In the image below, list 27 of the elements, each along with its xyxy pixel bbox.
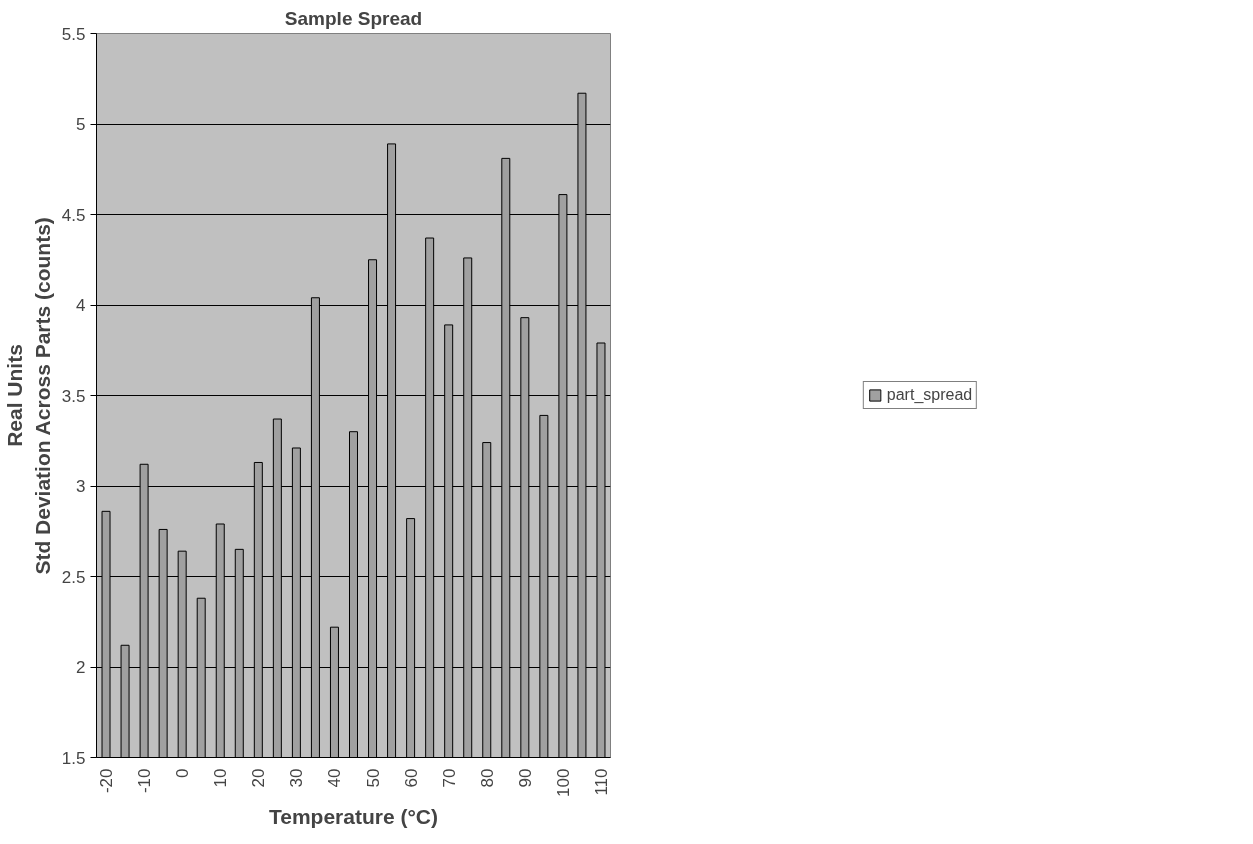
y-tick-label: 3.5 xyxy=(61,386,86,406)
x-axis-title: Temperature (°C) xyxy=(268,804,439,828)
y-tick-label: 4 xyxy=(76,296,86,315)
y-tick-label: 3 xyxy=(76,477,86,496)
chart-title: Sample Spread xyxy=(284,7,423,29)
x-tick-label: 40 xyxy=(325,768,345,788)
x-tick-label: 20 xyxy=(249,768,269,788)
x-tick-label: 70 xyxy=(439,768,459,788)
y-tick-label: 5 xyxy=(76,115,86,134)
y-tick-label: 5.5 xyxy=(61,24,86,44)
y-tick-label: 1.5 xyxy=(61,748,86,768)
y-tick-label: 2.5 xyxy=(61,567,86,587)
x-tick-label: 30 xyxy=(287,768,307,788)
x-tick-label: -20 xyxy=(97,768,117,794)
x-tick-label: 80 xyxy=(477,768,497,788)
x-tick-label: 100 xyxy=(553,768,573,797)
x-tick-label: 90 xyxy=(515,768,535,788)
x-tick-label: 50 xyxy=(363,768,383,788)
x-tick-label: 10 xyxy=(211,768,231,788)
y-tick-label: 4.5 xyxy=(61,205,86,225)
x-tick-label: 0 xyxy=(173,768,193,778)
y-tick-label: 2 xyxy=(76,658,86,677)
x-tick-label: -10 xyxy=(135,768,155,794)
y-axis-title: Real Units Std Deviation Across Parts (counts) xyxy=(3,217,54,575)
x-tick-label: 110 xyxy=(591,768,611,796)
x-tick-label: 60 xyxy=(401,768,421,788)
legend-label: part_spread xyxy=(886,386,973,404)
